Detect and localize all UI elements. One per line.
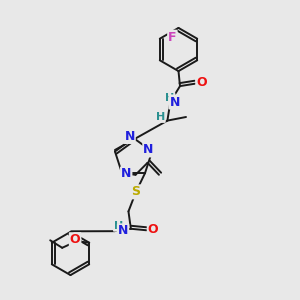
Text: S: S: [131, 185, 140, 198]
Text: F: F: [168, 31, 177, 44]
Text: N: N: [121, 167, 131, 180]
Text: O: O: [196, 76, 207, 89]
Text: N: N: [169, 95, 180, 109]
Text: H: H: [156, 112, 165, 122]
Text: O: O: [70, 233, 80, 246]
Text: N: N: [118, 224, 128, 237]
Text: H: H: [165, 93, 174, 103]
Text: O: O: [148, 223, 158, 236]
Text: N: N: [143, 143, 154, 157]
Text: H: H: [114, 221, 123, 231]
Text: N: N: [124, 130, 135, 143]
